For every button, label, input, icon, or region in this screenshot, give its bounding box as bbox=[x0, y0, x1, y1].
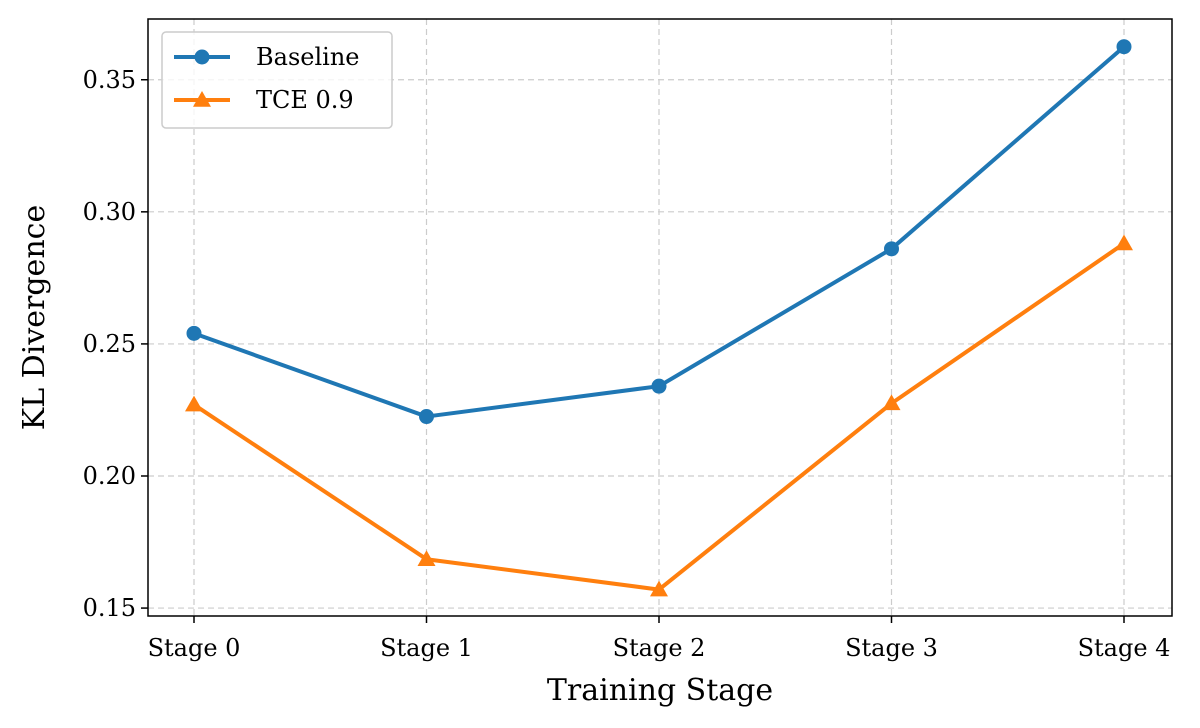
data-point bbox=[186, 325, 202, 341]
plot-area-frame bbox=[147, 18, 1173, 617]
axis-ticks: Stage 0 Stage 1 Stage 2 Stage 3 Stage 4 0.15 0… bbox=[83, 66, 1171, 662]
y-tick-label: 0.25 bbox=[83, 330, 136, 358]
data-point bbox=[185, 395, 203, 412]
x-tick-label: Stage 4 bbox=[1078, 634, 1171, 662]
legend-marker bbox=[194, 49, 210, 65]
data-point bbox=[417, 550, 436, 566]
data-point bbox=[884, 241, 899, 257]
data-point bbox=[882, 394, 901, 411]
x-tick-label: Stage 2 bbox=[613, 634, 706, 662]
legend-entry: Baseline bbox=[174, 43, 359, 71]
y-tick-label: 0.35 bbox=[83, 66, 136, 94]
x-axis-label: Training Stage bbox=[547, 673, 773, 708]
data-point bbox=[1116, 39, 1132, 55]
series-baseline bbox=[186, 39, 1132, 425]
y-tick-label: 0.20 bbox=[83, 462, 136, 490]
series-line bbox=[192, 241, 1126, 592]
x-tick-label: Stage 3 bbox=[845, 634, 938, 662]
data-point bbox=[1115, 234, 1133, 251]
x-tick-label: Stage 0 bbox=[148, 634, 241, 662]
legend: Baseline TCE 0.9 bbox=[161, 31, 393, 129]
legend-marker bbox=[193, 91, 211, 107]
data-point bbox=[419, 409, 434, 425]
legend-label: Baseline bbox=[256, 43, 359, 71]
series-lines bbox=[185, 39, 1133, 597]
legend-label: TCE 0.9 bbox=[256, 86, 354, 114]
data-point bbox=[651, 378, 667, 394]
x-tick-label: Stage 1 bbox=[380, 634, 473, 662]
series-tce-0-9 bbox=[185, 234, 1133, 597]
data-point bbox=[650, 580, 668, 597]
y-axis-label: KL Divergence bbox=[17, 205, 52, 430]
legend-entry: TCE 0.9 bbox=[174, 86, 354, 114]
y-tick-label: 0.15 bbox=[83, 594, 136, 622]
y-tick-label: 0.30 bbox=[83, 198, 136, 226]
